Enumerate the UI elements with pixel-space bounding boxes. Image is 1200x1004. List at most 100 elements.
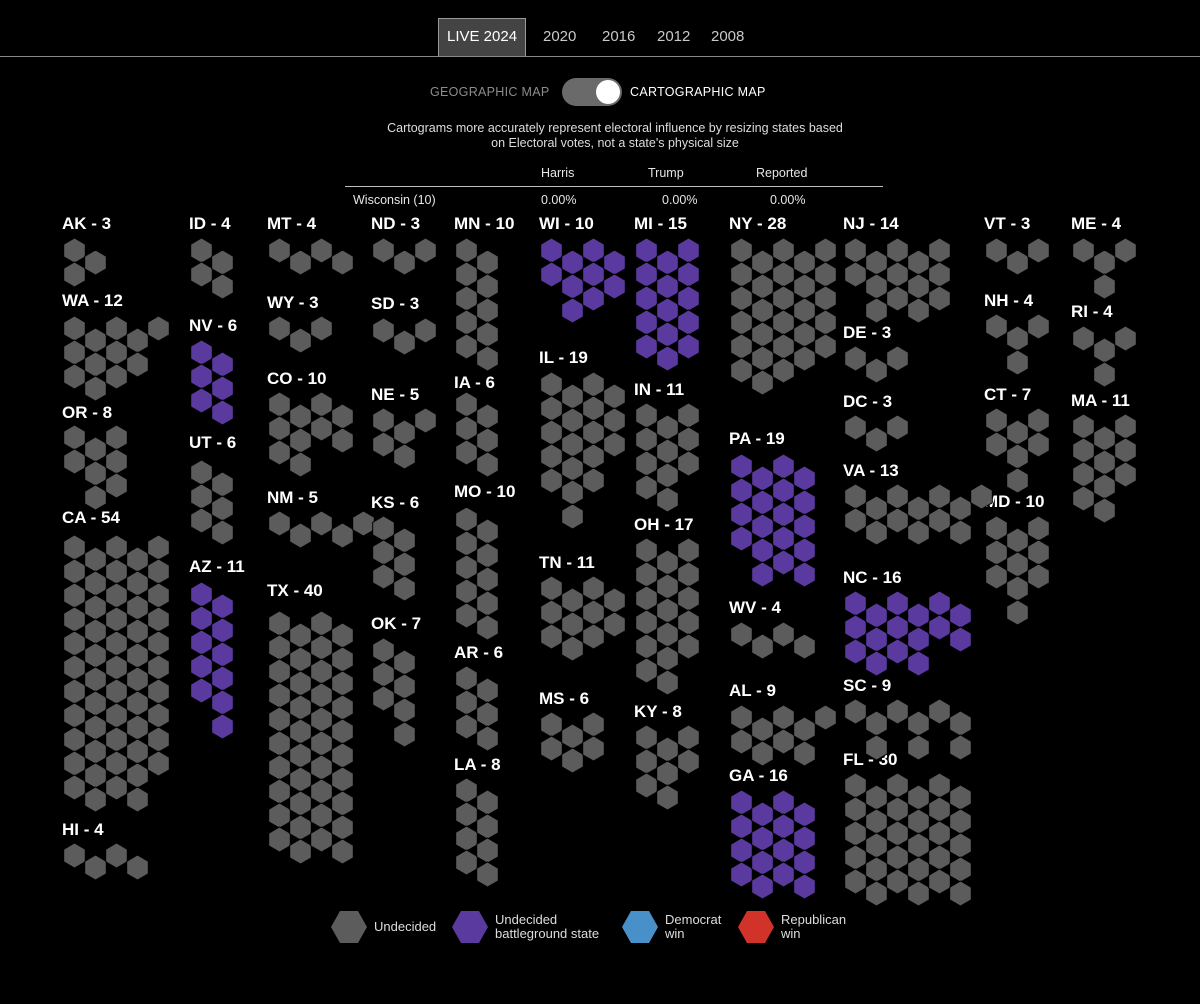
- state-ok-hexes[interactable]: [372, 637, 416, 748]
- electoral-hex: [793, 849, 816, 876]
- tab-2020[interactable]: 2020: [543, 28, 577, 45]
- electoral-hex: [84, 594, 107, 621]
- trump-header: Trump: [648, 166, 684, 180]
- electoral-hex: [268, 682, 291, 709]
- electoral-hex: [907, 495, 930, 522]
- state-mo-hexes[interactable]: [455, 506, 499, 641]
- state-ny-hexes[interactable]: [730, 237, 837, 396]
- electoral-hex: [84, 690, 107, 717]
- state-de-hexes[interactable]: [844, 345, 909, 384]
- state-co-hexes[interactable]: [268, 391, 354, 478]
- electoral-hex: [147, 606, 170, 633]
- electoral-hex: [84, 484, 107, 511]
- electoral-hex: [635, 633, 658, 660]
- state-ga-hexes[interactable]: [730, 789, 816, 900]
- state-tn-hexes[interactable]: [540, 575, 626, 662]
- electoral-hex: [190, 605, 213, 632]
- electoral-hex: [844, 638, 867, 665]
- electoral-hex: [656, 438, 679, 465]
- state-tx-hexes[interactable]: [268, 610, 354, 865]
- state-al-hexes[interactable]: [730, 704, 837, 767]
- electoral-hex: [793, 513, 816, 540]
- electoral-hex: [751, 369, 774, 396]
- electoral-hex: [793, 873, 816, 900]
- harris-percent: 0.00%: [541, 193, 577, 207]
- state-ky-hexes[interactable]: [635, 724, 700, 811]
- state-mt-hexes[interactable]: [268, 237, 354, 276]
- state-il-hexes[interactable]: [540, 371, 626, 530]
- state-ar-hexes[interactable]: [455, 665, 499, 752]
- state-hi-hexes[interactable]: [63, 842, 149, 881]
- state-nj-hexes[interactable]: [844, 237, 951, 324]
- state-nh-hexes[interactable]: [985, 313, 1050, 376]
- state-la-hexes[interactable]: [455, 777, 499, 888]
- state-ma-hexes[interactable]: [1072, 413, 1137, 524]
- state-sc-hexes[interactable]: [844, 698, 972, 761]
- state-ri-hexes[interactable]: [1072, 325, 1137, 388]
- state-ca-hexes[interactable]: [63, 534, 170, 813]
- state-mn-hexes[interactable]: [455, 237, 499, 372]
- electoral-hex: [844, 483, 867, 510]
- state-wv-hexes[interactable]: [730, 621, 816, 660]
- electoral-hex: [793, 740, 816, 767]
- map-type-switch[interactable]: [562, 78, 622, 106]
- state-ia-hexes[interactable]: [455, 391, 499, 478]
- electoral-hex: [561, 747, 584, 774]
- state-me-hexes[interactable]: [1072, 237, 1137, 300]
- electoral-hex: [814, 704, 837, 731]
- legend-democrat: Democrat win: [622, 910, 742, 946]
- state-ak-hexes[interactable]: [63, 237, 107, 288]
- tab-2008[interactable]: 2008: [711, 28, 745, 45]
- state-az-hexes[interactable]: [190, 581, 234, 740]
- state-ms-hexes[interactable]: [540, 711, 605, 774]
- state-wi-hexes[interactable]: [540, 237, 626, 324]
- state-pa-hexes[interactable]: [730, 453, 816, 588]
- state-va-hexes[interactable]: [844, 483, 993, 546]
- state-sd-hexes[interactable]: [372, 317, 437, 356]
- legend-undecided-text: Undecided: [374, 919, 437, 934]
- state-wy-hexes[interactable]: [268, 315, 333, 354]
- cartographic-map-label[interactable]: CARTOGRAPHIC MAP: [630, 85, 766, 99]
- state-nd-hexes[interactable]: [372, 237, 437, 276]
- state-label-nh: NH - 4: [984, 291, 1034, 310]
- geographic-map-label[interactable]: GEOGRAPHIC MAP: [430, 85, 550, 99]
- state-mi-hexes[interactable]: [635, 237, 700, 372]
- state-ne-hexes[interactable]: [372, 407, 437, 470]
- state-nv-hexes[interactable]: [190, 339, 234, 426]
- electoral-hex: [582, 575, 605, 602]
- electoral-hex: [865, 808, 888, 835]
- state-label-id: ID - 4: [189, 214, 231, 233]
- legend-undecided: Undecided: [331, 910, 451, 946]
- state-label-ok: OK - 7: [371, 614, 422, 633]
- state-ks-hexes[interactable]: [372, 515, 416, 602]
- state-in-hexes[interactable]: [635, 402, 700, 513]
- state-id-hexes[interactable]: [190, 237, 234, 300]
- electoral-hex: [455, 237, 478, 264]
- electoral-hex: [540, 395, 563, 422]
- state-wa-hexes[interactable]: [63, 315, 170, 402]
- electoral-hex: [949, 710, 972, 737]
- state-or-hexes[interactable]: [63, 424, 128, 511]
- state-label-tx: TX - 40: [267, 581, 323, 600]
- electoral-hex: [1027, 539, 1050, 566]
- electoral-hex: [211, 689, 234, 716]
- state-ct-hexes[interactable]: [985, 407, 1050, 494]
- state-vt-hexes[interactable]: [985, 237, 1050, 276]
- state-dc-hexes[interactable]: [844, 414, 909, 453]
- electoral-hex: [928, 614, 951, 641]
- legend-battleground-line1: Undecided: [495, 912, 558, 927]
- state-nc-hexes[interactable]: [844, 590, 972, 677]
- electoral-hex: [582, 623, 605, 650]
- electoral-hex: [1114, 461, 1137, 488]
- electoral-hex: [63, 774, 86, 801]
- state-nm-hexes[interactable]: [268, 510, 375, 549]
- state-ut-hexes[interactable]: [190, 459, 234, 546]
- electoral-hex: [751, 561, 774, 588]
- state-md-hexes[interactable]: [985, 515, 1050, 626]
- state-oh-hexes[interactable]: [635, 537, 700, 696]
- state-fl-hexes[interactable]: [844, 772, 972, 907]
- tab-2012[interactable]: 2012: [657, 28, 691, 45]
- electoral-hex: [772, 261, 795, 288]
- tab-2016[interactable]: 2016: [602, 28, 636, 45]
- tab-live-2024[interactable]: LIVE 2024: [438, 18, 527, 56]
